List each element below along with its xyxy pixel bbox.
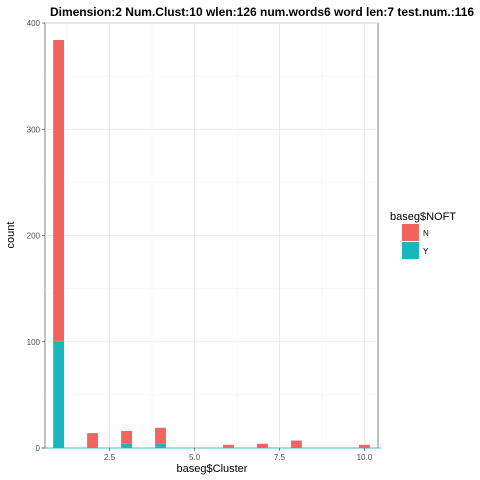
y-tick-label: 400	[27, 19, 41, 28]
y-axis-ticks: 0 100 200 300 400	[27, 19, 45, 453]
legend-title: baseg$NOFT	[390, 211, 456, 223]
x-axis-title: baseg$Cluster	[177, 463, 248, 475]
chart-title: Dimension:2 Num.Clust:10 wlen:126 num.wo…	[50, 5, 474, 19]
x-axis-ticks: 2.5 5.0 7.5 10.0	[104, 448, 373, 462]
y-tick-label: 100	[27, 338, 41, 347]
legend-key-n	[402, 224, 419, 241]
bar-y-3	[121, 444, 132, 448]
legend-key-y	[402, 242, 419, 259]
legend: baseg$NOFT NY	[390, 211, 456, 259]
bar-n-10	[359, 445, 370, 448]
x-tick-label: 2.5	[104, 453, 116, 462]
bar-n-6	[223, 445, 234, 448]
x-tick-label: 10.0	[357, 453, 373, 462]
legend-label-y: Y	[423, 247, 429, 256]
legend-label-n: N	[423, 229, 429, 238]
y-tick-label: 0	[36, 444, 41, 453]
x-tick-label: 5.0	[189, 453, 201, 462]
y-axis-title: count	[5, 222, 17, 249]
x-tick-label: 7.5	[274, 453, 286, 462]
y-tick-label: 200	[27, 232, 41, 241]
y-tick-label: 300	[27, 125, 41, 134]
bar-n-1	[53, 40, 64, 342]
bar-y-1	[53, 342, 64, 448]
bar-n-3	[121, 431, 132, 444]
bar-n-8	[291, 441, 302, 448]
bar-n-2	[87, 433, 98, 448]
bar-n-7	[257, 444, 268, 448]
bar-y-4	[155, 444, 166, 448]
bar-n-4	[155, 428, 166, 444]
